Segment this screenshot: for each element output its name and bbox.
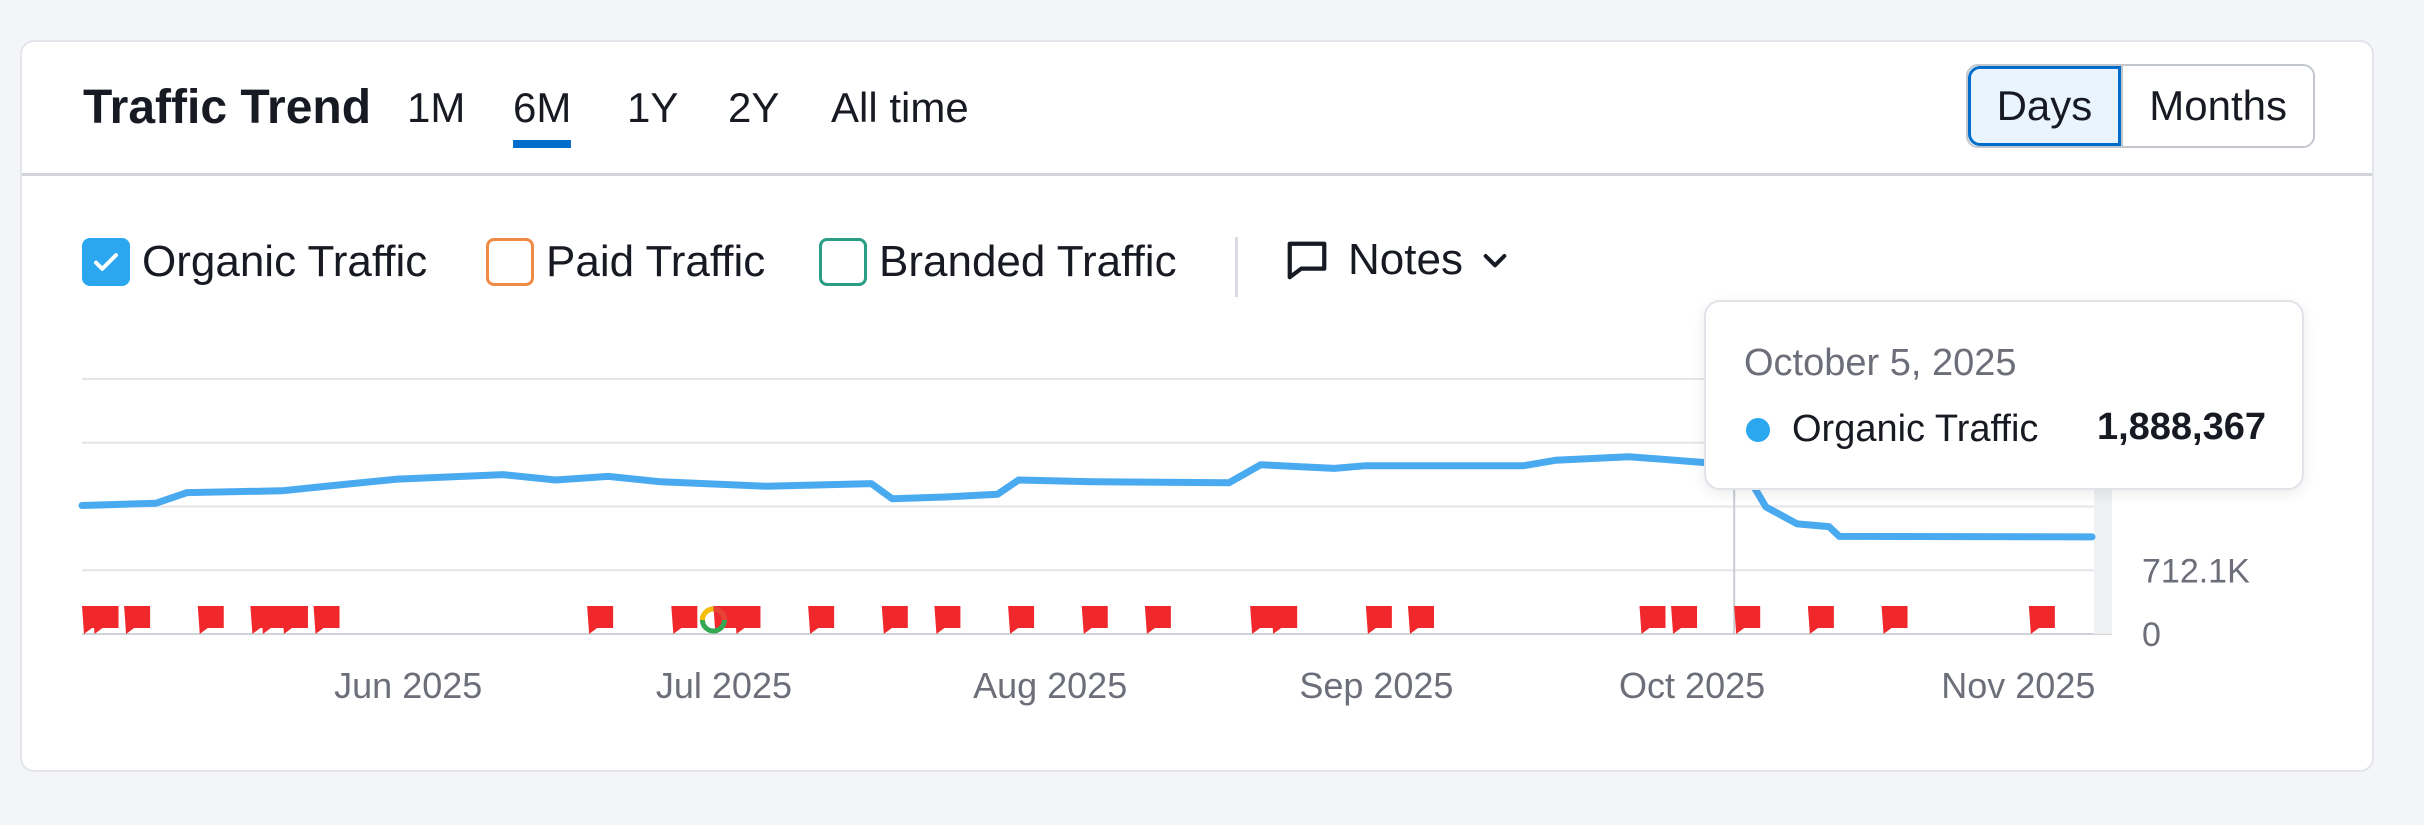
scrollbar-track <box>2094 482 2112 634</box>
tooltip-date: October 5, 2025 <box>1744 342 2017 384</box>
period-1m-tab[interactable]: 1M <box>407 84 466 131</box>
x-tick-label: Aug 2025 <box>973 665 1127 706</box>
note-flag-icon <box>1271 606 1298 634</box>
note-flag-icon <box>281 606 308 634</box>
organic-traffic-label: Organic Traffic <box>142 237 428 286</box>
x-tick-label: Nov 2025 <box>1941 665 2095 706</box>
paid-traffic-label: Paid Traffic <box>546 237 766 286</box>
note-flag-icon <box>934 606 961 634</box>
tooltip-series-name: Organic Traffic <box>1792 408 2039 450</box>
branded-traffic-label: Branded Traffic <box>879 237 1177 286</box>
note-flag-icon <box>1407 606 1434 634</box>
x-tick-label: Sep 2025 <box>1299 665 1453 706</box>
note-flag-icon <box>313 606 340 634</box>
y-tick-label: 712.1K <box>2142 552 2250 590</box>
note-flag-icon <box>671 606 698 634</box>
note-flag-icon <box>587 606 614 634</box>
branded-checkbox-icon <box>819 238 867 286</box>
branded-traffic-toggle[interactable]: Branded Traffic <box>819 237 1177 287</box>
note-flag-icon <box>1881 606 1908 634</box>
days-button[interactable]: Days <box>1967 66 2122 146</box>
notes-label: Notes <box>1348 235 1463 284</box>
chevron-down-icon <box>1479 244 1511 276</box>
note-flag-icon <box>1365 606 1392 634</box>
organic-checkbox-checked-icon <box>82 238 130 286</box>
note-flag-icon <box>734 606 761 634</box>
period-6m-tab[interactable]: 6M <box>513 84 572 148</box>
months-button[interactable]: Months <box>2121 66 2313 146</box>
card-header: Traffic Trend 1M 6M 1Y 2Y All time Days … <box>22 42 2372 176</box>
note-flag-icon <box>92 606 119 634</box>
note-flag-icon <box>197 606 224 634</box>
period-2y-tab[interactable]: 2Y <box>728 84 780 131</box>
x-tick-label: Oct 2025 <box>1619 665 1765 706</box>
traffic-line-chart[interactable]: Jun 2025 Jul 2025 Aug 2025 Sep 2025 Oct 2025… <box>22 42 2376 774</box>
note-flag-icon <box>1250 606 1277 634</box>
x-tick-label: Jul 2025 <box>656 665 792 706</box>
granularity-toggle: Days Months <box>1965 64 2315 148</box>
chart-tooltip: October 5, 2025 Organic Traffic 1,888,36… <box>1704 300 2304 490</box>
note-flag-icon <box>1081 606 1108 634</box>
note-flag-icon <box>1807 606 1834 634</box>
x-tick-label: Jun 2025 <box>334 665 482 706</box>
comment-icon <box>1284 237 1330 283</box>
card-title: Traffic Trend <box>83 81 372 134</box>
traffic-trend-card: Traffic Trend 1M 6M 1Y 2Y All time Days … <box>20 40 2374 772</box>
note-flag-icon <box>808 606 835 634</box>
note-flag-icon <box>881 606 908 634</box>
note-flag-icon <box>260 606 287 634</box>
note-flag-icon <box>1008 606 1035 634</box>
note-flag-icon <box>1639 606 1666 634</box>
note-flag-icon <box>2028 606 2055 634</box>
paid-checkbox-icon <box>486 238 534 286</box>
note-flag-icon <box>124 606 151 634</box>
legend-divider <box>1235 237 1238 297</box>
paid-traffic-toggle[interactable]: Paid Traffic <box>486 237 765 287</box>
y-tick-label: 0 <box>2142 616 2161 654</box>
period-1y-tab[interactable]: 1Y <box>627 84 679 131</box>
period-all-time-tab[interactable]: All time <box>831 84 969 131</box>
note-flag-icon <box>1734 606 1761 634</box>
note-flag-icon <box>1144 606 1171 634</box>
note-flag-icon <box>1671 606 1698 634</box>
google-update-icon <box>699 606 727 634</box>
organic-traffic-toggle[interactable]: Organic Traffic <box>82 237 427 287</box>
tooltip-series-dot <box>1746 418 1770 442</box>
notes-dropdown[interactable]: Notes <box>1284 235 1511 285</box>
tooltip-value: 1,888,367 <box>2096 406 2266 448</box>
